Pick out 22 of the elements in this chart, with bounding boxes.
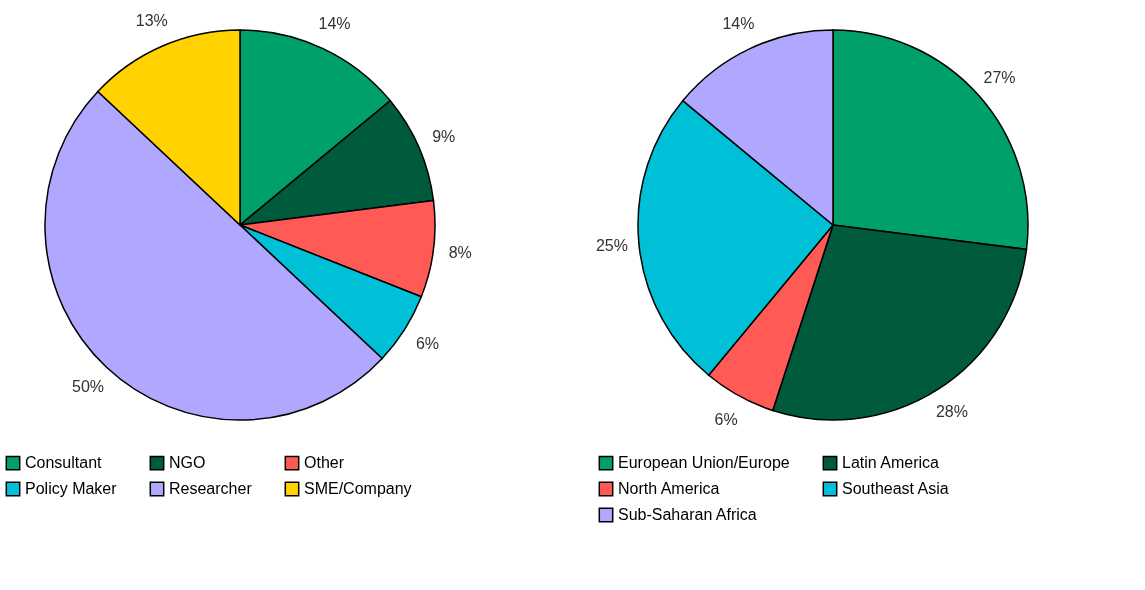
data-label: 6% xyxy=(714,410,738,428)
data-label: 13% xyxy=(135,12,168,30)
data-label: 14% xyxy=(318,15,351,33)
data-label: 9% xyxy=(432,127,456,145)
data-label: 50% xyxy=(72,377,105,395)
data-label: 6% xyxy=(415,334,439,352)
data-label: 27% xyxy=(983,69,1016,87)
legend-label: Sub-Saharan Africa xyxy=(618,506,757,523)
legend-label: Other xyxy=(304,454,345,472)
legend-label: NGO xyxy=(169,454,206,472)
legend-label: North America xyxy=(618,480,720,497)
data-label: 8% xyxy=(448,243,472,261)
data-label: 28% xyxy=(935,403,968,421)
data-label: 25% xyxy=(595,236,628,254)
legend-label: Consultant xyxy=(25,454,103,472)
legend-label: Researcher xyxy=(169,480,253,497)
legend-label: Southeast Asia xyxy=(842,480,949,497)
legend-label: Latin America xyxy=(842,454,940,472)
legend-label: Policy Maker xyxy=(25,480,118,497)
legend-label: SME/Company xyxy=(304,480,412,497)
data-label: 14% xyxy=(722,15,755,33)
legend-label: European Union/Europe xyxy=(618,454,790,472)
